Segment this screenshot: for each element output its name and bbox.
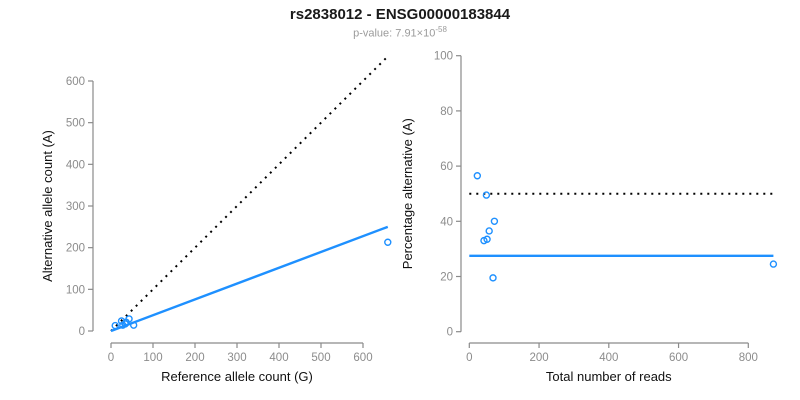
y-tick-label: 60 (440, 161, 453, 173)
y-tick-label: 0 (79, 326, 85, 338)
x-tick-label: 400 (269, 352, 288, 364)
x-tick-label: 0 (108, 352, 114, 364)
y-tick-label: 100 (66, 284, 85, 296)
x-axis-title: Reference allele count (G) (161, 369, 313, 384)
x-tick-label: 800 (739, 352, 758, 364)
x-tick-label: 600 (669, 352, 688, 364)
y-tick-label: 80 (440, 106, 453, 118)
y-tick-label: 0 (447, 327, 453, 339)
data-point (111, 321, 119, 330)
x-tick-label: 500 (311, 352, 330, 364)
x-axis-title: Total number of reads (546, 369, 672, 384)
y-axis-title: Percentage alternative (A) (400, 118, 415, 269)
y-tick-label: 20 (440, 272, 453, 284)
y-tick-label: 100 (434, 51, 453, 63)
x-tick-label: 200 (529, 352, 548, 364)
data-point (490, 217, 499, 226)
data-point (483, 235, 491, 243)
data-point (384, 238, 392, 246)
data-point (125, 315, 133, 323)
x-tick-label: 200 (185, 352, 204, 364)
figure-title: rs2838012 - ENSG00000183844 (289, 6, 511, 23)
x-tick-label: 100 (143, 352, 162, 364)
fit-line (110, 225, 389, 333)
p-value-label: p-value: 7.91×10 (353, 27, 436, 40)
data-point (489, 274, 497, 282)
figure-subtitle: p-value: 7.91×10-58 (0, 25, 800, 40)
y-tick-label: 500 (66, 118, 85, 130)
y-axis-title: Alternative allele count (A) (40, 130, 55, 282)
x-tick-label: 400 (599, 352, 618, 364)
y-tick-label: 600 (66, 76, 85, 88)
data-point (129, 321, 138, 329)
x-tick-label: 600 (353, 352, 372, 364)
y-tick-label: 40 (440, 216, 453, 228)
y-tick-label: 300 (66, 201, 85, 213)
y-tick-label: 200 (66, 243, 85, 255)
identity-line (110, 55, 389, 332)
x-tick-label: 300 (227, 352, 246, 364)
data-point (473, 172, 482, 180)
data-point (769, 260, 778, 268)
x-tick-label: 0 (466, 352, 472, 364)
y-tick-label: 400 (66, 159, 85, 171)
p-value-exponent: -58 (435, 25, 447, 34)
data-point (485, 227, 493, 235)
data-point (482, 191, 491, 199)
